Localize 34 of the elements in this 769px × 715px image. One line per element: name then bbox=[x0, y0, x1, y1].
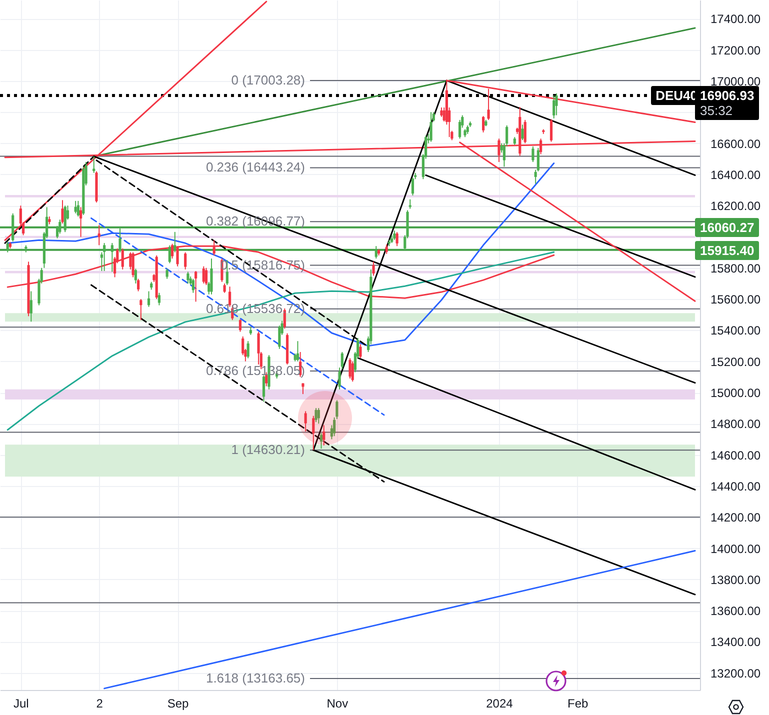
y-tick-label: 14000.00 bbox=[710, 542, 761, 556]
annotation: 16906.93 bbox=[700, 88, 754, 104]
y-tick-label: 16200.00 bbox=[710, 199, 761, 214]
ref-line-label: 1.618 (13163.65) bbox=[206, 670, 305, 686]
y-tick-label: 14600.00 bbox=[710, 448, 761, 462]
text: 35:32 bbox=[700, 103, 734, 118]
y-tick-label: 15000.00 bbox=[710, 386, 761, 400]
ref-line-label: 0.236 (16443.24) bbox=[206, 160, 305, 175]
y-tick-label: 14400.00 bbox=[710, 479, 761, 494]
y-tick-label: 13800.00 bbox=[710, 572, 761, 587]
annotation: 15915.40 bbox=[695, 240, 760, 260]
y-tick-label: 13400.00 bbox=[710, 635, 761, 650]
y-tick-label: 16600.00 bbox=[710, 136, 761, 151]
x-tick-label: Sep bbox=[167, 696, 189, 710]
x-tick-label: 2 bbox=[96, 696, 104, 710]
y-tick-label: 17200.00 bbox=[710, 43, 761, 58]
y-tick-label: 15600.00 bbox=[710, 292, 761, 307]
y-tick-label: 14800.00 bbox=[710, 417, 761, 432]
y-tick-label: 17000.00 bbox=[710, 74, 761, 88]
x-tick-label: Feb bbox=[568, 696, 589, 710]
y-tick-label: 14200.00 bbox=[710, 510, 761, 525]
x-tick-label: Jul bbox=[14, 696, 29, 710]
y-tick-label: 13600.00 bbox=[710, 604, 761, 618]
x-tick-label: 2024 bbox=[486, 696, 514, 710]
ref-line-label: 1 (14630.21) bbox=[231, 442, 305, 458]
ref-line-label: 0 (17003.28) bbox=[231, 72, 305, 88]
y-tick-label: 16400.00 bbox=[710, 168, 761, 182]
annotation: 16060.27 bbox=[695, 218, 760, 238]
y-tick-label: 15400.00 bbox=[710, 324, 761, 338]
x-tick-label: Nov bbox=[326, 696, 348, 710]
y-tick-label: 17400.00 bbox=[710, 12, 761, 26]
y-tick-label: 15800.00 bbox=[710, 261, 761, 276]
y-tick-label: 15200.00 bbox=[710, 354, 761, 369]
y-tick-label: 13200.00 bbox=[710, 666, 761, 680]
